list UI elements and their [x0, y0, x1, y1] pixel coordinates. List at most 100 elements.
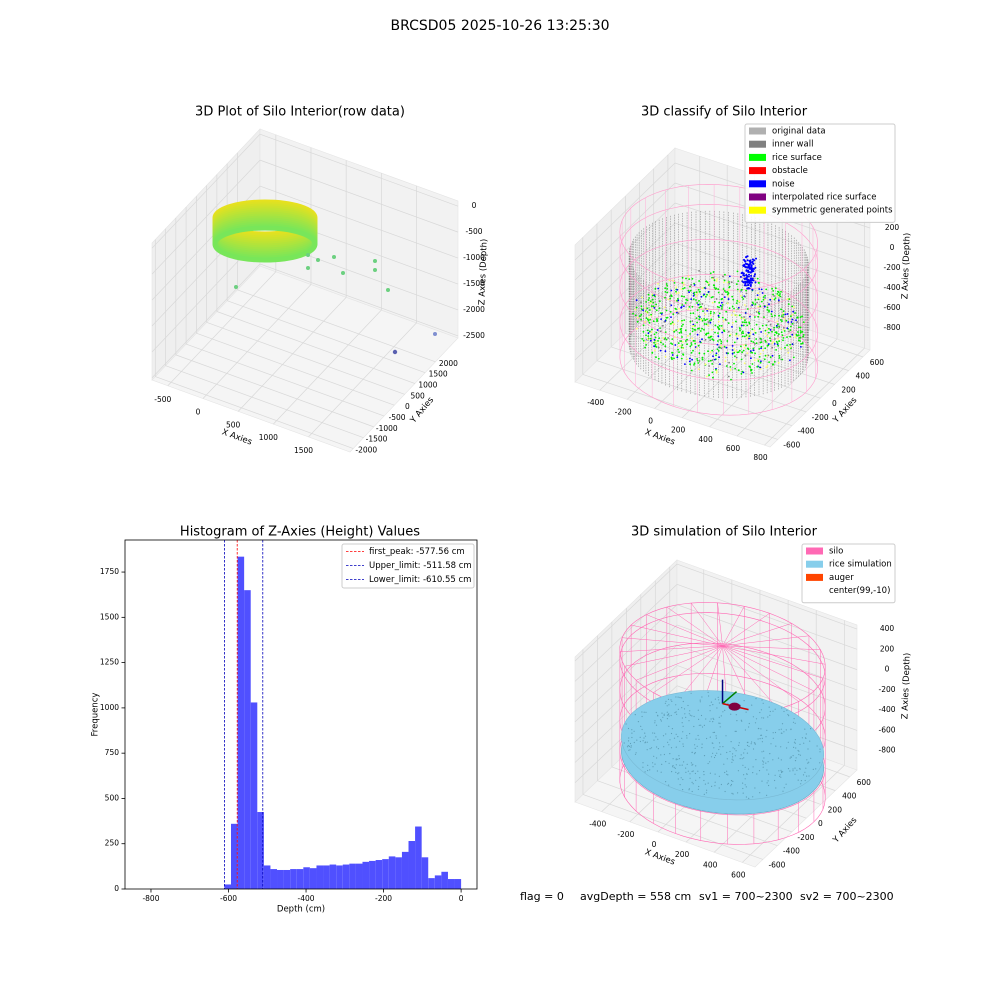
point [690, 762, 693, 764]
grid-line [151, 263, 261, 379]
point [746, 324, 749, 327]
point [697, 344, 700, 347]
point [713, 731, 716, 734]
point [740, 372, 743, 375]
point [652, 320, 655, 323]
point [723, 290, 726, 292]
point [705, 295, 707, 298]
point [692, 763, 694, 765]
z-tick-label: -800 [878, 746, 895, 755]
point [686, 735, 688, 737]
point [765, 341, 767, 343]
point [392, 349, 398, 355]
legend-swatch [749, 180, 766, 188]
point [774, 287, 777, 290]
point [701, 307, 703, 309]
silo-wire [722, 623, 792, 647]
point [775, 787, 777, 789]
point [669, 297, 672, 300]
point [700, 724, 702, 726]
point [759, 305, 762, 308]
point [769, 337, 771, 340]
point [776, 326, 778, 329]
point [666, 288, 669, 290]
legend-label: symmetric generated points [772, 206, 893, 216]
point [804, 779, 806, 782]
point [805, 733, 807, 735]
point [736, 720, 738, 722]
point [805, 767, 807, 769]
point [670, 294, 673, 297]
point [683, 295, 685, 298]
point [721, 293, 724, 296]
point [680, 328, 683, 330]
point [764, 298, 766, 300]
point [754, 316, 756, 318]
point [727, 783, 729, 785]
bar [434, 875, 442, 889]
point [698, 724, 700, 726]
point [732, 753, 734, 755]
point [709, 736, 711, 738]
point [689, 320, 692, 323]
point [766, 782, 768, 784]
grid-line [676, 563, 858, 630]
point [717, 291, 720, 294]
point [791, 318, 794, 321]
point [778, 357, 781, 359]
point [688, 278, 691, 280]
point [760, 734, 763, 736]
footer-sv1: sv1 = 700~2300 [699, 890, 793, 903]
point [683, 319, 686, 321]
point [751, 372, 753, 374]
point [690, 692, 692, 694]
point [674, 344, 677, 346]
point [715, 371, 718, 374]
point [756, 310, 759, 313]
point [715, 287, 718, 290]
point [819, 751, 821, 753]
point [712, 339, 715, 341]
point [704, 783, 707, 785]
point [705, 375, 708, 378]
point [752, 748, 755, 750]
point [761, 699, 763, 701]
point [341, 271, 345, 275]
point [740, 294, 742, 297]
point [771, 354, 774, 357]
point [757, 312, 760, 314]
bar [375, 860, 383, 889]
point [740, 754, 742, 756]
point [664, 355, 667, 358]
point [806, 759, 808, 761]
point [718, 748, 720, 751]
point [731, 761, 733, 763]
point [635, 327, 638, 330]
silo-wire [666, 606, 723, 647]
point [731, 792, 733, 795]
bar [230, 823, 238, 889]
point [712, 731, 714, 734]
bar [401, 851, 409, 889]
point [728, 281, 730, 283]
point [712, 296, 714, 298]
point [779, 775, 781, 778]
point [729, 333, 732, 336]
point [726, 291, 729, 293]
silo-wire [722, 645, 826, 665]
point [639, 736, 641, 739]
point [726, 751, 728, 754]
bar [428, 878, 435, 889]
point [677, 312, 680, 315]
grid-line [597, 780, 778, 847]
point [691, 277, 694, 280]
bar [270, 869, 278, 889]
point [653, 338, 656, 341]
y-tick-label: 600 [870, 358, 885, 367]
point [774, 774, 776, 776]
point [799, 316, 802, 318]
point [680, 357, 683, 360]
point [689, 333, 691, 335]
point [681, 764, 683, 766]
point [781, 707, 783, 709]
